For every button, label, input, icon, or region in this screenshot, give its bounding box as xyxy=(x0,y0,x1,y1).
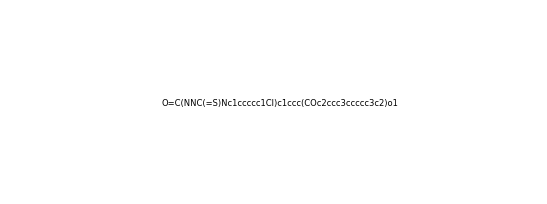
Text: O=C(NNC(=S)Nc1ccccc1Cl)c1ccc(COc2ccc3ccccc3c2)o1: O=C(NNC(=S)Nc1ccccc1Cl)c1ccc(COc2ccc3ccc… xyxy=(162,99,399,108)
